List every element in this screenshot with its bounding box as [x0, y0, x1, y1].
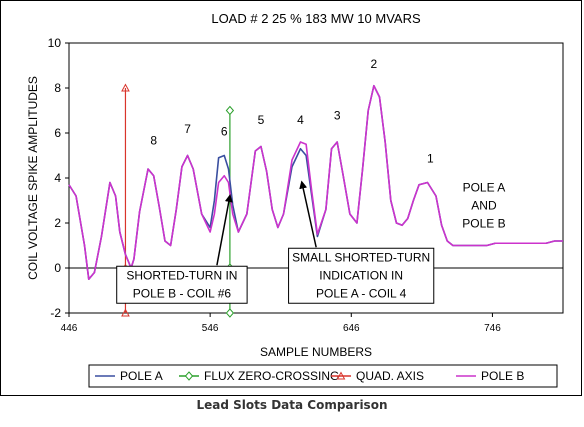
- pole-number-label: 5: [258, 113, 265, 127]
- annotation-text: POLE A - COIL 4: [316, 286, 407, 300]
- shorted-turn-b-box: [116, 265, 248, 304]
- pole-number-label: 7: [184, 122, 191, 136]
- chart-frame: LOAD # 2 25 % 183 MW 10 MVARS -2 0 2 4 6 8 10 44…: [0, 0, 582, 396]
- y-tick-label: -2: [50, 306, 61, 320]
- pole-number-label: 6: [221, 124, 228, 138]
- pole-number-label: 1: [427, 151, 434, 165]
- legend-label: FLUX ZERO-CROSSING: [204, 369, 339, 383]
- figure-caption: Lead Slots Data Comparison: [196, 398, 388, 412]
- annotation-arrow: [299, 180, 317, 248]
- x-axis-label: SAMPLE NUMBERS: [260, 345, 372, 359]
- annotation-arrow: [216, 194, 233, 266]
- pole-number-label: 4: [297, 113, 304, 127]
- annotation-text: INDICATION IN: [319, 268, 403, 282]
- legend-box: [88, 364, 558, 388]
- flux-zero-crossing-point: [225, 105, 235, 116]
- legend-marker-diamond: [184, 371, 194, 381]
- quad-axis-point: [121, 308, 130, 317]
- y-tick-label: 8: [54, 81, 61, 95]
- flux-zero-crossing-point: [225, 308, 235, 318]
- legend-marker-triangle: [336, 371, 346, 380]
- pole-number-label: 2: [371, 57, 378, 71]
- series-line-pole-b: [68, 84, 563, 281]
- legend-label: QUAD. AXIS: [356, 369, 424, 383]
- line-chart: LOAD # 2 25 % 183 MW 10 MVARS-2024681044…: [26, 11, 564, 388]
- pole-number-label: 8: [150, 133, 157, 147]
- quad-axis-point: [121, 83, 130, 92]
- y-tick-label: 0: [54, 261, 61, 275]
- x-tick-label: 746: [484, 323, 501, 334]
- annotation-text: SHORTED-TURN IN: [126, 268, 237, 282]
- annotation-text: POLE A: [463, 181, 506, 195]
- pole-number-label: 3: [334, 109, 341, 123]
- y-tick-label: 4: [54, 171, 61, 185]
- legend-label: POLE B: [481, 369, 524, 383]
- x-tick-label: 646: [343, 323, 360, 334]
- annotation-text: POLE B: [462, 217, 505, 231]
- y-tick-label: 6: [54, 126, 61, 140]
- annotation-text: SMALL SHORTED-TURN: [292, 250, 430, 264]
- annotation-text: POLE B - COIL #6: [133, 286, 232, 300]
- legend-label: POLE A: [120, 369, 163, 383]
- shorted-turn-a-box: [288, 247, 435, 304]
- chart-title: LOAD # 2 25 % 183 MW 10 MVARS: [211, 11, 421, 26]
- x-tick-label: 546: [202, 323, 219, 334]
- y-tick-label: 10: [48, 36, 62, 50]
- annotation-text: AND: [471, 199, 497, 213]
- x-tick-label: 446: [61, 323, 78, 334]
- y-tick-label: 2: [54, 216, 61, 230]
- y-axis-label: COIL VOLTAGE SPIKE AMPLITUDES: [26, 76, 40, 280]
